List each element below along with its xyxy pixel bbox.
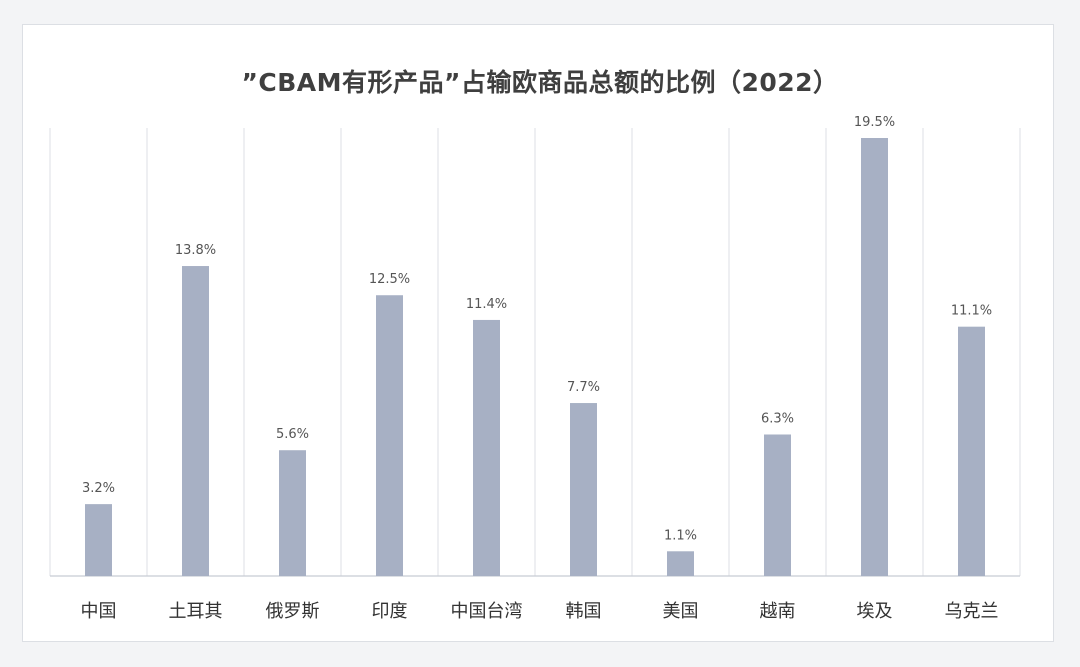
data-label: 12.5%	[369, 272, 410, 287]
data-label: 3.2%	[82, 481, 115, 496]
x-tick-label: 美国	[663, 601, 699, 622]
data-label: 13.8%	[175, 243, 216, 258]
data-label: 11.4%	[466, 297, 507, 312]
bar	[85, 504, 112, 576]
x-tick-label: 韩国	[566, 601, 602, 622]
bar	[570, 403, 597, 576]
data-label: 11.1%	[951, 304, 992, 319]
bar	[376, 295, 403, 576]
data-label: 6.3%	[761, 411, 794, 426]
x-tick-label: 中国台湾	[451, 601, 523, 622]
x-tick-label: 印度	[372, 601, 408, 622]
x-tick-label: 土耳其	[169, 601, 223, 622]
bar	[861, 138, 888, 576]
chart-title: ”CBAM有形产品”占输欧商品总额的比例（2022）	[241, 68, 839, 97]
x-tick-label: 俄罗斯	[266, 601, 320, 622]
x-tick-label: 越南	[760, 601, 796, 622]
data-label: 7.7%	[567, 380, 600, 395]
bar	[279, 450, 306, 576]
bar	[473, 319, 500, 576]
bar	[182, 266, 209, 576]
x-tick-label: 乌克兰	[945, 601, 999, 622]
data-label: 5.6%	[276, 427, 309, 442]
x-tick-label: 中国	[81, 601, 117, 622]
data-label: 1.1%	[664, 528, 697, 543]
bar	[667, 551, 694, 576]
data-label: 19.5%	[854, 115, 895, 130]
bar	[958, 326, 985, 576]
x-tick-label: 埃及	[857, 601, 893, 622]
bar	[764, 434, 791, 576]
